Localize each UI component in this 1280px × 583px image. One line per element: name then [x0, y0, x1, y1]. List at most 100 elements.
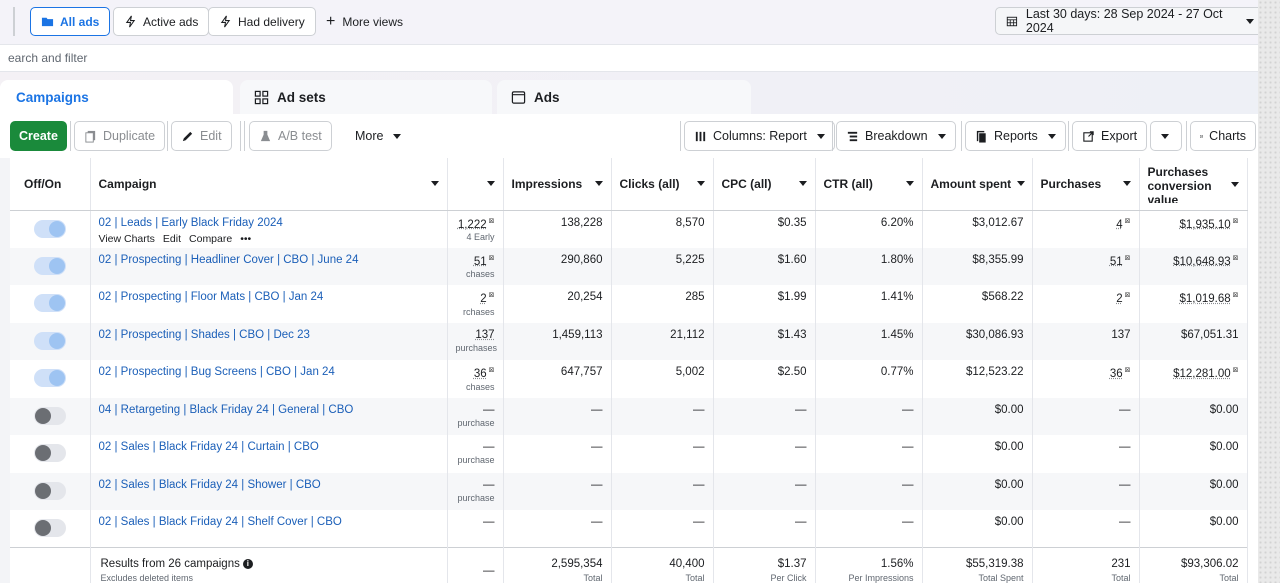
campaigns-table-wrap: Off/On Campaign Impressions Clicks (all)… [10, 158, 1258, 583]
more-views-button[interactable]: + More views [326, 7, 403, 36]
clicks-cell: 5,225 [611, 247, 714, 285]
col-header-results[interactable] [447, 158, 504, 211]
cell-value[interactable]: 4 [1116, 218, 1123, 231]
campaign-toggle[interactable] [33, 481, 66, 500]
amount-spent-cell: $30,086.93 [922, 322, 1033, 360]
edit-label: Edit [200, 129, 222, 143]
campaign-name-link[interactable]: 04 | Retargeting | Black Friday 24 | Gen… [98, 403, 354, 416]
campaign-name-link[interactable]: 02 | Prospecting | Headliner Cover | CBO… [98, 253, 359, 266]
table-row[interactable]: 04 | Retargeting | Black Friday 24 | Gen… [10, 397, 1258, 435]
cell-value[interactable]: 2 [1116, 292, 1123, 305]
breakdown-button[interactable]: Breakdown [836, 121, 956, 151]
edit-link[interactable]: Edit [162, 232, 182, 245]
export-button[interactable]: Export [1072, 121, 1148, 151]
info-icon[interactable]: i [242, 559, 253, 570]
tab-campaigns[interactable]: Campaigns [0, 80, 233, 114]
view-active-ads-button[interactable]: Active ads [113, 7, 210, 36]
campaign-name-link[interactable]: 02 | Prospecting | Bug Screens | CBO | J… [98, 366, 335, 378]
campaign-toggle[interactable] [33, 256, 66, 275]
cell-value[interactable]: $1,019.68 [1179, 292, 1231, 305]
info-icon[interactable]: ⊠ [1232, 292, 1239, 299]
table-row[interactable]: 02 | Sales | Black Friday 24 | Shower | … [10, 472, 1258, 510]
ab-test-button[interactable]: A/B test [249, 121, 332, 151]
campaign-name-link[interactable]: 02 | Sales | Black Friday 24 | Curtain |… [98, 441, 319, 453]
duplicate-button[interactable]: Duplicate [74, 121, 166, 151]
campaign-toggle[interactable] [33, 444, 66, 462]
table-row[interactable]: 02 | Sales | Black Friday 24 | Shelf Cov… [10, 510, 1258, 548]
col-header-purchases[interactable]: Purchases [1032, 158, 1140, 211]
campaign-toggle[interactable] [33, 369, 66, 387]
table-row[interactable]: 02 | Prospecting | Shades | CBO | Dec 23… [10, 322, 1258, 360]
results-value[interactable]: 2 [480, 292, 487, 305]
campaign-toggle[interactable] [33, 294, 66, 312]
campaign-name-link[interactable]: 02 | Prospecting | Floor Mats | CBO | Ja… [98, 291, 324, 303]
campaign-name-link[interactable]: 02 | Sales | Black Friday 24 | Shelf Cov… [98, 516, 342, 528]
info-icon[interactable]: ⊠ [1232, 217, 1239, 225]
more-options-icon[interactable]: ••• [240, 232, 252, 245]
col-header-campaign[interactable]: Campaign [90, 158, 448, 211]
more-button[interactable]: More [346, 121, 411, 151]
campaign-toggle[interactable] [33, 519, 66, 537]
cell-value[interactable]: $10,648.93 [1173, 255, 1231, 268]
edit-button[interactable]: Edit [171, 121, 232, 151]
reports-button[interactable]: Reports [965, 121, 1066, 151]
cell-value[interactable]: 51 [1109, 255, 1123, 268]
col-header-clicks[interactable]: Clicks (all) [611, 158, 714, 211]
col-header-amount-spent[interactable]: Amount spent [922, 158, 1033, 211]
campaign-toggle[interactable] [33, 406, 66, 425]
view-charts-link[interactable]: View Charts [98, 232, 155, 245]
info-icon[interactable]: ⊠ [488, 217, 495, 225]
campaign-toggle[interactable] [33, 219, 66, 238]
table-row[interactable]: 02 | Prospecting | Bug Screens | CBO | J… [10, 360, 1258, 398]
info-icon[interactable]: ⊠ [1124, 217, 1131, 225]
export-dropdown-button[interactable] [1150, 121, 1182, 151]
campaign-name-link[interactable]: 02 | Prospecting | Shades | CBO | Dec 23 [98, 328, 310, 341]
info-icon[interactable]: ⊠ [488, 254, 495, 262]
compare-link[interactable]: Compare [189, 232, 233, 245]
tab-ad-sets[interactable]: Ad sets [240, 80, 492, 114]
date-range-picker[interactable]: Last 30 days: 28 Sep 2024 - 27 Oct 2024 [995, 7, 1258, 35]
cell-value: 0.77% [880, 366, 914, 378]
results-value[interactable]: 1,222 [457, 218, 487, 231]
col-header-ctr[interactable]: CTR (all) [815, 158, 923, 211]
info-icon[interactable]: ⊠ [1232, 367, 1239, 374]
cell-value[interactable]: $12,281.00 [1173, 367, 1231, 380]
info-icon[interactable]: ⊠ [1124, 254, 1131, 262]
search-filter-bar[interactable]: earch and filter [0, 44, 1258, 72]
info-icon[interactable]: ⊠ [488, 367, 495, 374]
results-value[interactable]: 36 [473, 367, 487, 380]
col-header-impressions[interactable]: Impressions [503, 158, 612, 211]
tab-ads[interactable]: Ads [497, 80, 751, 114]
view-had-delivery-button[interactable]: Had delivery [208, 7, 316, 36]
purchases-cell: — [1032, 472, 1140, 510]
col-header-cpc[interactable]: CPC (all) [713, 158, 816, 211]
cell-value[interactable]: 36 [1109, 367, 1123, 380]
amount-spent-cell: $0.00 [922, 397, 1033, 435]
footer-label: Total Spent [978, 573, 1024, 583]
table-row[interactable]: 02 | Prospecting | Headliner Cover | CBO… [10, 247, 1258, 285]
col-header-off-on[interactable]: Off/On [10, 158, 91, 211]
info-icon[interactable]: ⊠ [1124, 292, 1131, 299]
info-icon[interactable]: ⊠ [1232, 254, 1239, 262]
clicks-cell: — [611, 510, 714, 548]
purchases-conversion-value-cell: $12,281.00 ⊠ [1139, 360, 1248, 398]
results-value[interactable]: 51 [473, 255, 487, 268]
create-button[interactable]: Create [10, 121, 67, 151]
table-row[interactable]: 02 | Prospecting | Floor Mats | CBO | Ja… [10, 285, 1258, 323]
cell-value[interactable]: $1,935.10 [1179, 218, 1231, 231]
col-header-purchases-conversion-value[interactable]: Purchases conversion value [1139, 158, 1248, 211]
footer-note: Excludes deleted items [100, 573, 194, 583]
columns-button[interactable]: Columns: Report [684, 121, 835, 151]
table-row[interactable]: 02 | Leads | Early Black Friday 2024 Vie… [10, 210, 1258, 248]
view-all-ads-button[interactable]: All ads [30, 7, 111, 36]
results-value[interactable]: 137 [475, 328, 495, 341]
info-icon[interactable]: ⊠ [1124, 367, 1131, 374]
campaign-name-link[interactable]: 02 | Sales | Black Friday 24 | Shower | … [98, 478, 321, 491]
charts-button[interactable]: Charts [1190, 121, 1256, 151]
campaign-toggle[interactable] [33, 331, 66, 350]
table-row[interactable]: 02 | Sales | Black Friday 24 | Curtain |… [10, 435, 1258, 473]
info-icon[interactable]: ⊠ [488, 292, 495, 299]
more-label: More [355, 129, 384, 143]
cell-value: $30,086.93 [965, 328, 1024, 341]
campaign-name-link[interactable]: 02 | Leads | Early Black Friday 2024 [98, 216, 283, 229]
